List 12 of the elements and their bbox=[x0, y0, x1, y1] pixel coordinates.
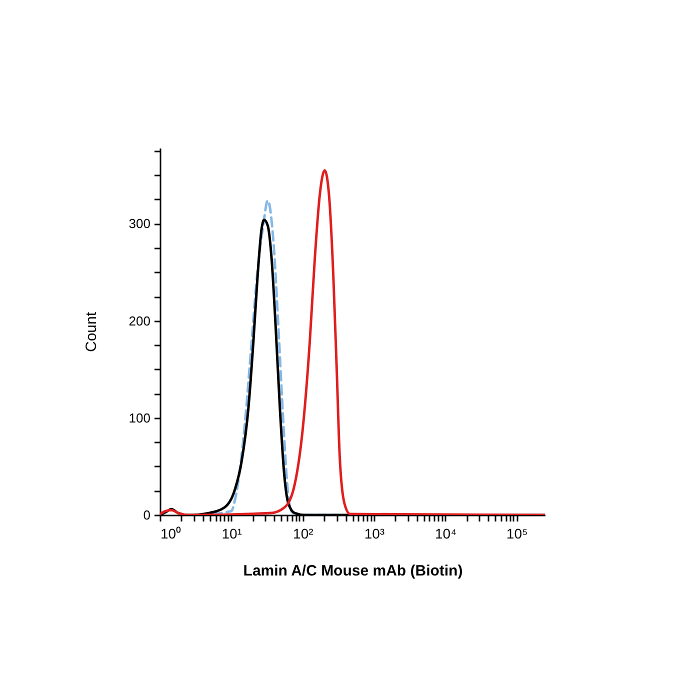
y-tick-label: 200 bbox=[128, 313, 150, 328]
x-tick-label: 10¹ bbox=[222, 526, 242, 542]
y-tick-label: 300 bbox=[128, 216, 150, 232]
y-tick-label: 0 bbox=[143, 508, 150, 522]
x-axis-title: Lamin A/C Mouse mAb (Biotin) bbox=[243, 562, 463, 580]
x-tick-label: 10⁰ bbox=[160, 526, 182, 542]
x-tick-label: 10⁵ bbox=[506, 526, 528, 542]
x-tick-label: 10³ bbox=[364, 526, 385, 542]
x-tick-label: 10⁴ bbox=[434, 526, 457, 542]
y-tick-label: 100 bbox=[128, 410, 150, 426]
y-axis-title: Count bbox=[82, 311, 100, 352]
x-tick-label: 10² bbox=[293, 526, 314, 542]
